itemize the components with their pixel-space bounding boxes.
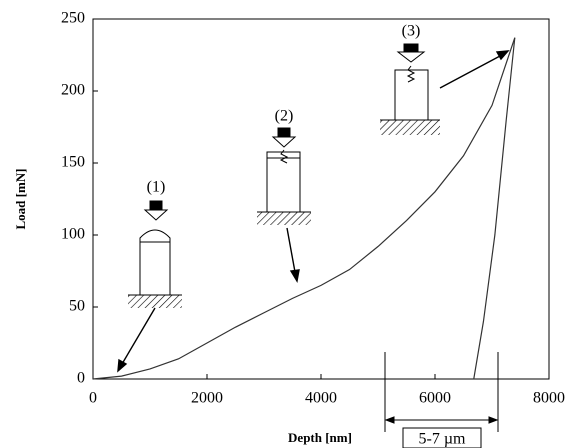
- x-tick-label: 6000: [419, 390, 451, 407]
- y-tick-label: 0: [77, 370, 85, 387]
- annotation: (3): [402, 23, 421, 40]
- x-tick-label: 0: [89, 390, 97, 407]
- data-line: [473, 37, 516, 380]
- plot-frame: [92, 18, 550, 380]
- indenter-3: [380, 43, 440, 135]
- y-tick-label: 100: [61, 226, 85, 243]
- annotation: (2): [275, 108, 294, 125]
- indenter-2: [257, 127, 311, 225]
- y-tick-label: 250: [61, 10, 85, 27]
- x-tick-label: 4000: [305, 390, 337, 407]
- x-tick-label: 2000: [191, 390, 223, 407]
- x-tick-label: 8000: [533, 390, 565, 407]
- y-tick-label: 200: [61, 82, 85, 99]
- annotation: (1): [147, 179, 166, 196]
- annotation: 5-7 µm: [419, 431, 467, 448]
- data-line: [92, 37, 516, 380]
- y-axis-title: Load [mN]: [13, 168, 28, 229]
- y-tick-label: 150: [61, 154, 85, 171]
- depth-bracket: [384, 352, 499, 448]
- arrows: [117, 50, 510, 373]
- y-tick-label: 50: [69, 298, 85, 315]
- x-axis-title: Depth [nm]: [288, 430, 352, 445]
- indenter-1: [128, 200, 182, 308]
